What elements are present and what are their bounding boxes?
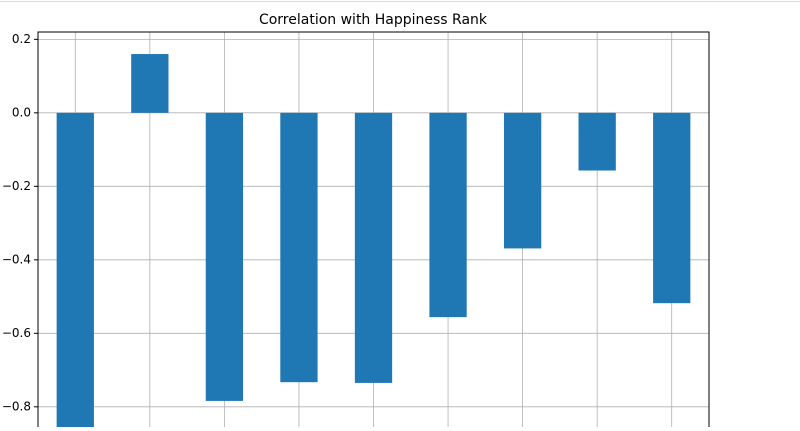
y-tick-label: 0.0 — [12, 105, 31, 119]
y-tick-label: −0.4 — [2, 252, 31, 266]
bar — [56, 112, 94, 427]
bar — [578, 112, 616, 171]
y-tick-label: −0.6 — [2, 326, 31, 340]
bar — [354, 112, 393, 383]
bar — [131, 54, 169, 113]
bar — [205, 112, 244, 401]
bar — [503, 112, 542, 249]
y-tick-label: −0.2 — [2, 179, 31, 193]
plot-area — [38, 32, 709, 427]
axes-frame — [37, 31, 710, 427]
bar — [429, 112, 467, 318]
axes: −0.8 −0.6 −0.4 −0.2 0.0 0.2 — [2, 31, 710, 427]
bar — [280, 112, 318, 383]
y-tick-label: 0.2 — [12, 32, 31, 46]
bar — [653, 112, 691, 304]
chart-title: Correlation with Happiness Rank — [259, 12, 488, 28]
y-tick-label: −0.8 — [2, 399, 31, 413]
